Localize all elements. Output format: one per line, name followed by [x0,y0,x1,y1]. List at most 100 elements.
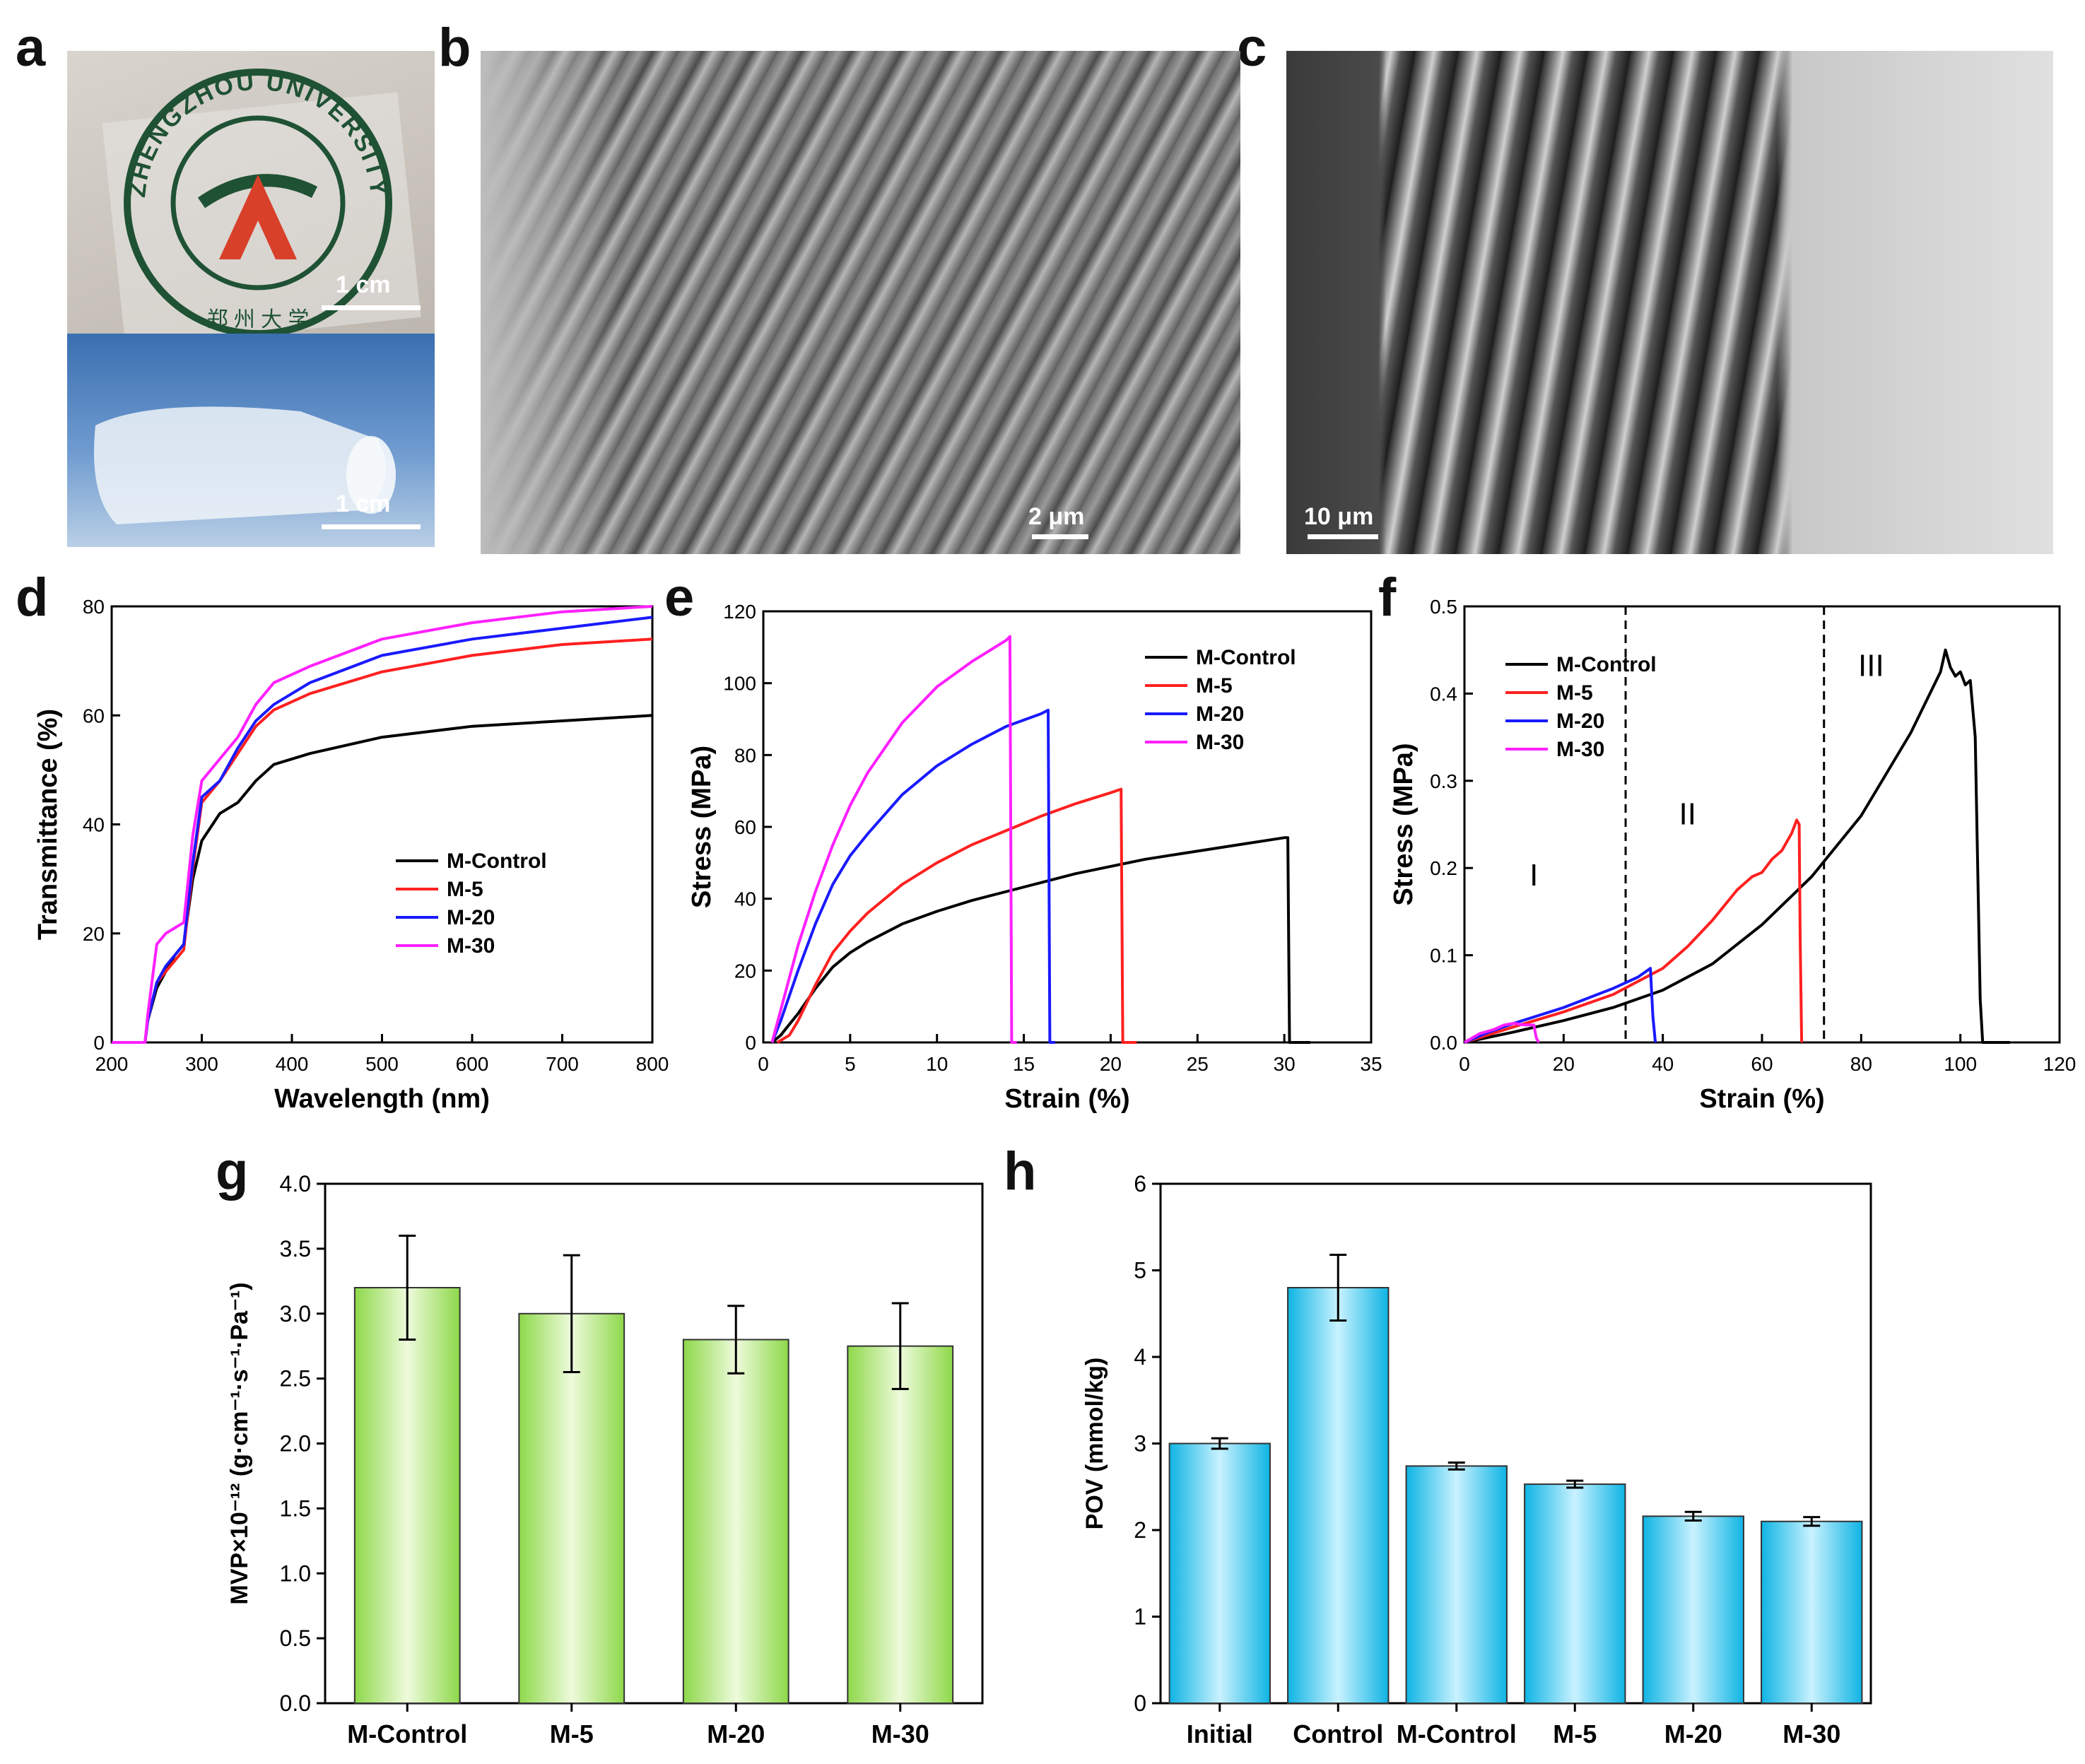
legend-label: M-Control [447,849,547,873]
x-tick-label: 120 [2043,1053,2077,1075]
y-tick-label: 80 [734,744,756,766]
y-tick-label: 0.2 [1430,857,1457,879]
scale-label-c: 10 μm [1304,503,1374,530]
x-tick-label: 60 [1751,1053,1773,1075]
region-label: I [1529,858,1538,893]
panel-label-e: e [664,568,695,628]
x-tick-label: 500 [365,1053,399,1075]
y-tick-label: 3 [1134,1431,1146,1457]
y-tick-label: 4.0 [280,1171,311,1196]
x-tick-label: Control [1293,1719,1383,1748]
x-tick-label: M-20 [1664,1719,1722,1748]
x-tick-label: M-Control [347,1719,467,1748]
panel-label-g: g [216,1141,249,1201]
panel-label-d: d [16,568,49,628]
y-tick-label: 1.5 [280,1495,311,1521]
y-axis-label: MVP×10⁻¹² (g·cm⁻¹·s⁻¹·Pa⁻¹) [226,1282,253,1604]
x-tick-label: M-30 [871,1719,929,1748]
bar-m-control [353,1287,461,1704]
zhengzhou-seal-logo: ZHENGZHOU UNIVERSITY 郑 州 大 学 [102,69,421,334]
x-tick-label: 30 [1274,1053,1296,1075]
series-line-m-30 [1463,1021,1541,1044]
legend-label: M-Control [1196,646,1296,669]
chart-mvp-bar: 0.0 0.5 1.0 1.5 2.0 2.5 3.0 3.5 4.0 M-Control M-5 M… [226,1171,984,1748]
panel-label-h: h [1004,1141,1037,1201]
y-tick-label: 2 [1134,1517,1146,1543]
bar-control [1287,1287,1390,1704]
plot-frame [762,610,1373,1044]
x-tick-label: 5 [845,1053,856,1075]
y-tick-label: 0 [1134,1690,1146,1716]
legend-label: M-20 [1556,710,1604,733]
y-tick-label: 1.0 [280,1560,311,1586]
y-tick-label: 0.1 [1430,945,1457,967]
x-tick-label: 15 [1013,1053,1035,1075]
x-axis-label: Strain (%) [1004,1084,1129,1114]
y-tick-label: 20 [734,960,756,982]
photo-seal: ZHENGZHOU UNIVERSITY 郑 州 大 学 1 cm [67,51,435,334]
scale-label-b: 2 μm [1028,503,1085,530]
y-tick-label: 60 [83,705,105,727]
y-tick-label: 2.5 [280,1366,311,1392]
panel-label-b: b [438,18,471,78]
y-tick-label: 100 [723,673,756,695]
y-tick-label: 20 [83,923,105,945]
legend-label: M-5 [1196,674,1233,698]
legend-label: M-30 [1196,731,1244,754]
legend-label: M-5 [447,878,483,901]
legend-label: M-Control [1556,653,1657,676]
legend-label: M-30 [447,934,495,958]
bar-m-control [1405,1465,1508,1704]
x-tick-label: 200 [95,1053,129,1075]
y-tick-label: 1 [1134,1604,1146,1630]
scale-bar [1308,534,1378,539]
y-axis-label: POV (mmol/kg) [1081,1358,1108,1530]
chart-pov-bar: 0 1 2 3 4 5 6 Initial Control M-Control M-5 M-20 M-3… [1081,1171,1872,1748]
legend-label: M-20 [1196,702,1244,726]
x-tick-label: 25 [1187,1053,1209,1075]
x-tick-label: 20 [1553,1053,1575,1075]
y-tick-label: 2.0 [280,1431,311,1457]
x-tick-label: M-5 [1553,1719,1597,1748]
scale-bar [1032,534,1088,539]
plot-frame [1463,605,2061,1044]
x-tick-label: M-20 [707,1719,765,1748]
y-tick-label: 0.3 [1430,770,1457,792]
y-tick-label: 120 [723,601,756,623]
bar-m-5 [1524,1483,1626,1704]
seal-chinese-text: 郑 州 大 学 [206,308,309,331]
y-tick-label: 5 [1134,1258,1146,1283]
panel-label-c: c [1237,18,1267,78]
y-tick-label: 60 [734,816,756,838]
bar-m-30 [1761,1520,1863,1704]
y-axis-label: Stress (MPa) [687,746,717,908]
series-line-m-30 [770,635,1017,1044]
x-tick-label: 700 [546,1053,579,1075]
photo-rolled-film: 1 cm [67,334,435,547]
x-tick-label: 400 [276,1053,309,1075]
series-line-m-5 [1464,818,1804,1044]
panel-label-a: a [16,18,46,78]
x-tick-label: 300 [185,1053,218,1075]
bar-initial [1168,1442,1271,1704]
x-tick-label: M-30 [1782,1719,1840,1748]
chart-transmittance: 200 300 400 500 600 700 800 0 20 40 60 80 Wavelength… [33,596,669,1114]
x-tick-label: 0 [758,1053,769,1075]
y-tick-label: 3.0 [280,1301,311,1327]
x-tick-label: 800 [636,1053,669,1075]
chart-stress-strain-e: 0 5 10 15 20 25 30 35 0 20 40 60 80 100 120 Strain (%) S… [687,601,1382,1114]
x-axis-label: Strain (%) [1699,1084,1824,1114]
y-tick-label: 4 [1134,1344,1146,1370]
bar-m-20 [1642,1515,1744,1704]
x-axis-label: Wavelength (nm) [274,1084,490,1114]
scale-label-top: 1 cm [336,271,391,298]
legend-label: M-20 [447,906,495,929]
bar-m-20 [682,1339,789,1704]
scale-bar [322,524,421,529]
y-axis-label: Transmittance (%) [33,709,63,940]
scale-label-bottom: 1 cm [336,490,391,517]
x-tick-label: Initial [1187,1719,1253,1748]
y-tick-label: 0.5 [1430,596,1457,618]
x-tick-label: 35 [1360,1053,1382,1075]
rolled-film-illustration [94,406,396,524]
